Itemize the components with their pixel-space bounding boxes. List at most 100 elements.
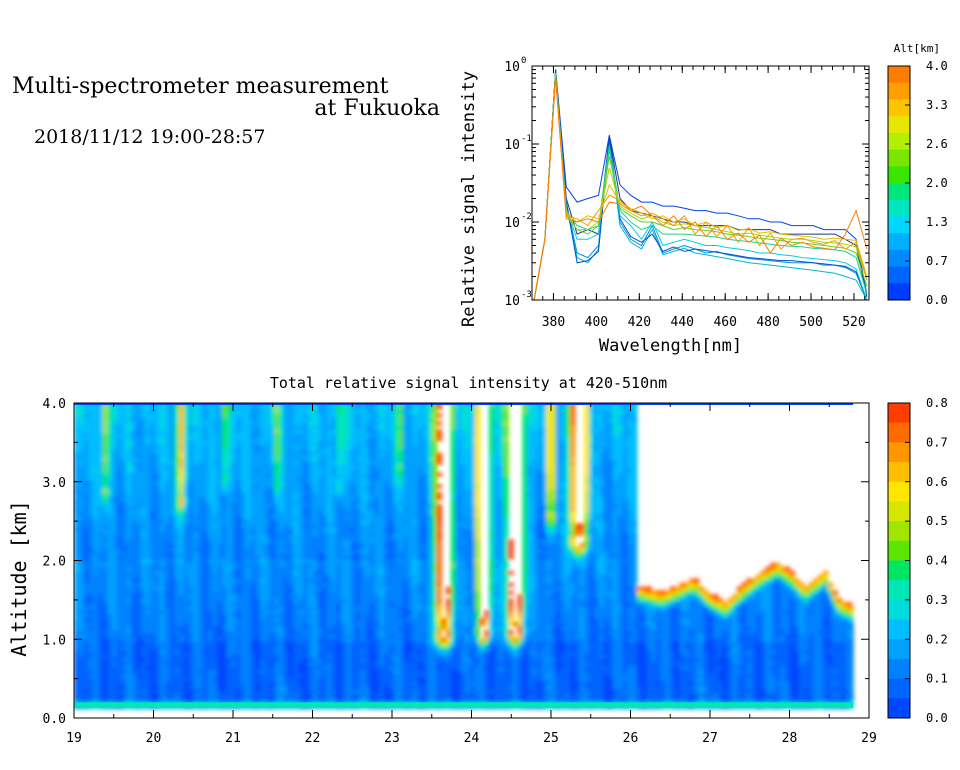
heatmap-cell (226, 503, 232, 509)
heatmap-cell (74, 499, 80, 505)
heatmap-cell (322, 633, 328, 639)
heatmap-cell (221, 547, 228, 552)
heatmap-cell (131, 669, 137, 674)
heatmap-cell (112, 688, 118, 694)
heatmap-cell (240, 480, 247, 485)
heatmap-cell (136, 476, 142, 481)
heatmap-cell (236, 696, 242, 702)
heatmap-cell (217, 673, 223, 678)
heatmap-cell (255, 677, 261, 682)
heatmap-cell (121, 696, 128, 702)
heatmap-cell (212, 436, 218, 442)
heatmap-cell (279, 503, 285, 509)
heatmap-cell (212, 405, 218, 410)
heatmap-cell (269, 507, 275, 513)
heatmap-cell (174, 558, 180, 564)
heatmap-cell (207, 629, 213, 635)
heatmap-cell (345, 535, 352, 540)
heatmap-cell (188, 413, 194, 418)
heatmap-cell (116, 653, 123, 658)
heatmap-cell (312, 429, 318, 434)
heatmap-cell (174, 480, 180, 485)
heatmap-cell (331, 641, 337, 647)
heatmap-cell (274, 586, 280, 591)
heatmap-cell (350, 641, 357, 647)
heatmap-cell (307, 555, 314, 560)
heatmap-cell (240, 523, 247, 528)
heatmap-cell (274, 653, 280, 658)
heatmap-cell (245, 503, 252, 509)
heatmap-cell (350, 558, 357, 564)
heatmap-cell (345, 673, 352, 678)
heatmap-cell (269, 657, 275, 662)
heatmap-cell (126, 621, 132, 627)
heatmap-cell (240, 558, 247, 564)
heatmap-cell (312, 460, 318, 465)
heatmap-cell (288, 618, 294, 623)
heatmap-cell (360, 692, 366, 698)
heatmap-cell (331, 645, 337, 650)
heatmap-cell (150, 432, 156, 438)
heatmap-cell (245, 621, 252, 627)
heatmap-cell (245, 633, 252, 639)
heatmap-cell (226, 460, 232, 465)
heatmap-cell (293, 669, 299, 674)
heatmap-cell (250, 610, 256, 615)
heatmap-cell (217, 429, 223, 434)
heatmap-cell (322, 610, 328, 615)
heatmap-cell (116, 681, 123, 686)
heatmap-cell (74, 495, 80, 501)
heatmap-cell (83, 468, 89, 473)
heatmap-cell (145, 590, 151, 595)
heatmap-cell (288, 448, 294, 454)
heatmap-cell (283, 621, 290, 627)
heatmap-cell (159, 551, 166, 556)
heatmap-cell (97, 535, 104, 540)
heatmap-cell (88, 551, 94, 556)
heatmap-cell (212, 618, 218, 623)
heatmap-cell (288, 519, 294, 525)
heatmap-cell (174, 468, 180, 473)
heatmap-cell (174, 610, 180, 615)
heatmap-cell (322, 523, 328, 528)
heatmap-cell (88, 460, 94, 465)
heatmap-cell (193, 590, 199, 595)
heatmap-cell (260, 421, 266, 426)
heatmap-cell (136, 523, 142, 528)
heatmap-cell (345, 476, 352, 481)
heatmap-cell (264, 440, 271, 446)
heatmap-cell (126, 456, 132, 462)
heatmap-cell (207, 417, 213, 422)
heatmap-cell (169, 574, 175, 580)
heatmap-cell (145, 574, 151, 580)
heatmap-cell (97, 633, 104, 639)
heatmap-cell (326, 602, 333, 607)
heatmap-cell (207, 614, 213, 619)
heatmap-cell (279, 444, 285, 450)
heatmap-cell (221, 413, 228, 418)
heatmap-cell (269, 645, 275, 650)
heatmap-cell (350, 499, 357, 505)
heatmap-cell (188, 499, 194, 505)
heatmap-cell (250, 551, 256, 556)
heatmap-cell (326, 499, 333, 505)
heatmap-cell (164, 452, 170, 458)
heatmap-cell (336, 452, 342, 458)
heatmap-cell (355, 421, 361, 426)
heatmap-cell (121, 539, 128, 544)
heatmap-cell (307, 614, 314, 619)
heatmap-cell (183, 641, 190, 647)
heatmap-cell (78, 436, 85, 442)
heatmap-cell (198, 460, 204, 465)
heatmap-cell (202, 598, 209, 603)
heatmap-cell (207, 641, 213, 647)
heatmap-cell (269, 590, 275, 595)
heatmap-cell (245, 405, 252, 410)
heatmap-cell (74, 468, 80, 473)
heatmap-cell (293, 606, 299, 611)
heatmap-cell (226, 558, 232, 564)
heatmap-cell (212, 614, 218, 619)
heatmap-cell (174, 448, 180, 454)
heatmap-cell (312, 527, 318, 532)
heatmap-cell (155, 625, 161, 631)
